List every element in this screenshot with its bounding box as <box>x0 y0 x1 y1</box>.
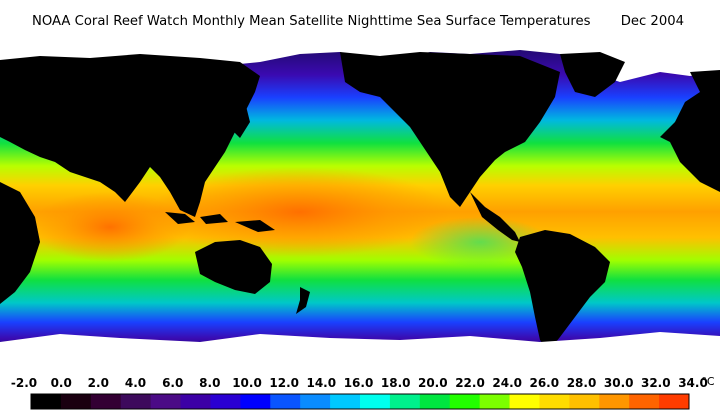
legend-tick-label: -2.0 <box>11 376 37 390</box>
legend-swatch <box>330 394 361 409</box>
legend-unit: °C <box>701 375 715 388</box>
map-title-bar: NOAA Coral Reef Watch Monthly Mean Satel… <box>0 0 720 42</box>
sst-world-map <box>0 42 720 368</box>
legend-swatch <box>360 394 391 409</box>
warm-pool <box>150 167 450 257</box>
legend-swatch <box>210 394 241 409</box>
east-pacific-cool <box>410 217 550 267</box>
legend-tick-label: 10.0 <box>232 376 262 390</box>
date-label: Dec 2004 <box>620 14 684 29</box>
legend-tick-label: 24.0 <box>492 376 522 390</box>
central-america <box>470 192 520 242</box>
legend-swatch <box>479 394 511 409</box>
antarctic-ice <box>0 332 720 368</box>
legend-swatch <box>60 394 92 409</box>
legend-tick-label: 2.0 <box>88 376 109 390</box>
japan <box>232 106 250 138</box>
legend-swatch <box>90 394 122 409</box>
legend-tick-label: 32.0 <box>641 376 671 390</box>
legend-swatch <box>270 394 301 409</box>
legend-swatch <box>419 394 451 409</box>
temperature-legend: -2.0 0.0 2.0 4.0 6.0 8.0 10.0 12.0 14.0 16.0 18.0 2… <box>0 372 720 411</box>
legend-bar-frame <box>30 393 690 410</box>
legend-tick-label: 28.0 <box>567 376 597 390</box>
legend-tick-label: 6.0 <box>162 376 183 390</box>
legend-swatch <box>31 394 62 409</box>
europe-landmass <box>660 70 720 192</box>
legend-tick-label: 20.0 <box>418 376 448 390</box>
legend-tick-label: 8.0 <box>199 376 220 390</box>
australia-landmass <box>195 240 272 294</box>
sst-map-canvas <box>0 42 720 368</box>
arctic-ice <box>0 42 720 82</box>
legend-swatch <box>240 394 271 409</box>
legend-tick-label: 4.0 <box>125 376 146 390</box>
north-america-landmass <box>340 52 560 207</box>
legend-swatch <box>569 394 600 409</box>
legend-swatch <box>180 394 211 409</box>
legend-tick-label: 30.0 <box>604 376 634 390</box>
legend-swatch <box>150 394 182 409</box>
greenland <box>560 52 625 97</box>
legend-swatch <box>599 394 630 409</box>
legend-swatch <box>120 394 152 409</box>
indonesia-islands <box>165 212 228 224</box>
legend-swatch <box>389 394 421 409</box>
legend-canvas: -2.0 0.0 2.0 4.0 6.0 8.0 10.0 12.0 14.0 16.0 18.0 2… <box>11 375 715 410</box>
legend-tick-label: 26.0 <box>529 376 559 390</box>
page-title: NOAA Coral Reef Watch Monthly Mean Satel… <box>32 14 591 29</box>
new-guinea <box>235 220 275 232</box>
legend-swatch <box>539 394 570 409</box>
legend-swatch <box>659 394 690 409</box>
legend-swatch <box>300 394 331 409</box>
legend-tick-label: 22.0 <box>455 376 485 390</box>
legend-tick-label: 16.0 <box>344 376 374 390</box>
indian-warm <box>30 192 190 262</box>
legend-tick-label: 12.0 <box>269 376 299 390</box>
legend-tick-label: 0.0 <box>51 376 72 390</box>
new-zealand <box>296 287 310 314</box>
legend-swatch <box>629 394 660 409</box>
legend-swatch <box>509 394 540 409</box>
legend-tick-label: 14.0 <box>306 376 336 390</box>
legend-tick-label: 34.0 <box>678 376 708 390</box>
eurasia-landmass <box>0 54 260 217</box>
africa-landmass <box>0 182 40 304</box>
legend-tick-label: 18.0 <box>381 376 411 390</box>
legend-swatch <box>449 394 481 409</box>
south-america-landmass <box>515 230 610 352</box>
